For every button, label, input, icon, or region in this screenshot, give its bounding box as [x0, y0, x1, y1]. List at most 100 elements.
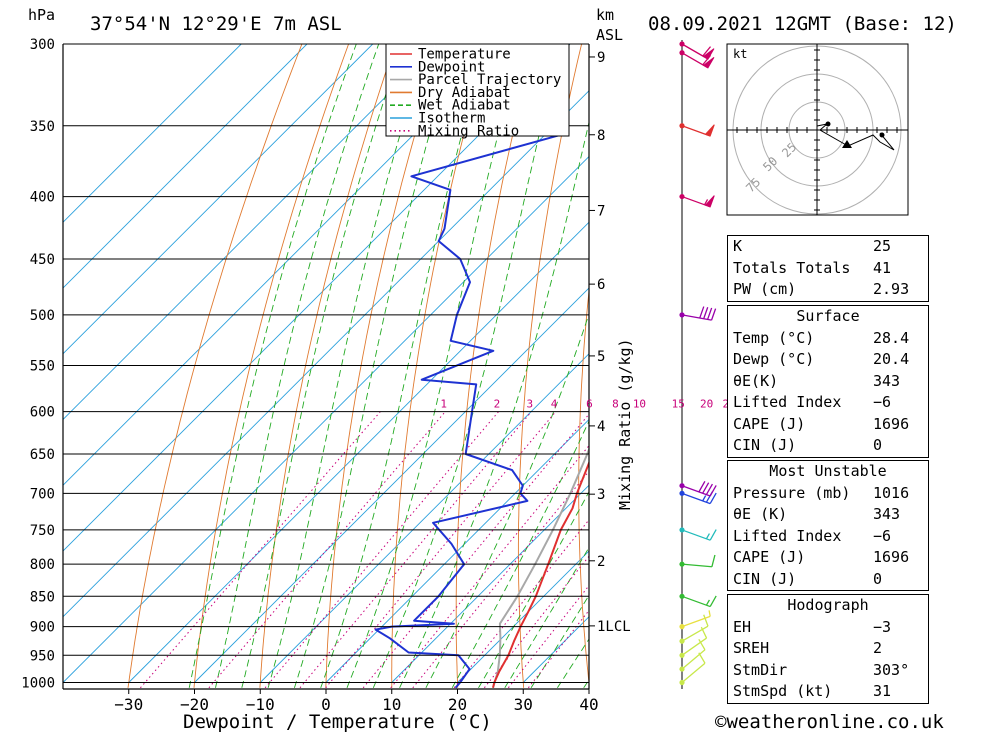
isotherm-line: [0, 44, 439, 683]
pressure-tick-label: 900: [30, 620, 55, 636]
most-unstable-title: Most Unstable: [728, 461, 928, 483]
index-row: PW (cm)2.93: [728, 279, 928, 301]
height-tick-label: 6: [597, 277, 605, 293]
pressure-tick-label: 800: [30, 557, 55, 573]
barb-flag: [700, 307, 704, 318]
height-unit-km: km: [596, 6, 614, 24]
wind-barb: [679, 41, 714, 59]
barb-flag: [710, 530, 716, 541]
mixing-ratio-line: [528, 412, 746, 688]
x-axis-label: Dewpoint / Temperature (°C): [183, 711, 492, 733]
barb-shaft: [682, 564, 712, 567]
x-tick-label: 40: [579, 695, 598, 714]
barb-dot: [679, 666, 684, 671]
location-title: 37°54'N 12°29'E 7m ASL: [90, 13, 342, 35]
mixing-ratio-label: 15: [672, 398, 685, 411]
surface-title: Surface: [728, 306, 928, 328]
index-row: CIN (J)0: [728, 569, 928, 591]
barb-shaft: [682, 315, 712, 320]
index-row: Dewp (°C)20.4: [728, 349, 928, 371]
index-row: θE(K)343: [728, 371, 928, 393]
height-tick-label: 2: [597, 554, 605, 570]
wind-barb: [679, 527, 716, 540]
pressure-tick-label: 950: [30, 648, 55, 664]
index-row: CIN (J)0: [728, 435, 928, 457]
barb-dot: [679, 680, 684, 685]
x-tick-label: −30: [114, 695, 143, 714]
barb-flag: [704, 615, 708, 626]
barb-dot: [679, 483, 684, 488]
wind-barb: [679, 307, 715, 321]
dry-adiabat-line: [694, 44, 722, 688]
legend-label: Mixing Ratio: [418, 123, 519, 139]
index-row: CAPE (J)1696: [728, 547, 928, 569]
hodograph-end-dot: [880, 133, 885, 138]
index-row: Lifted Index−6: [728, 526, 928, 548]
barb-half-flag: [706, 534, 709, 539]
barb-flag: [710, 596, 716, 607]
indices-most-unstable: Most Unstable Pressure (mb)1016 θE (K)34…: [727, 460, 929, 591]
barb-dot: [679, 50, 684, 55]
barb-half-flag: [709, 610, 710, 616]
barb-dot: [679, 491, 684, 496]
barb-dot: [679, 639, 684, 644]
height-tick-label: 5: [597, 349, 605, 365]
mixing-ratio-label: 3: [527, 398, 534, 411]
isotherm-line: [0, 44, 504, 683]
height-tick-label: 3: [597, 487, 605, 503]
barb-dot: [679, 123, 684, 128]
isotherm-line: [63, 44, 702, 683]
pressure-tick-label: 700: [30, 486, 55, 502]
pressure-tick-label: 650: [30, 447, 55, 463]
pressure-tick-label: 600: [30, 405, 55, 421]
height-tick-label: 4: [597, 419, 605, 435]
pressure-tick-label: 550: [30, 358, 55, 374]
wind-barb: [679, 491, 716, 504]
wind-barb: [679, 594, 716, 607]
pressure-unit: hPa: [28, 6, 55, 24]
index-row: Lifted Index−6: [728, 392, 928, 414]
pressure-tick-label: 400: [30, 190, 55, 206]
barb-dot: [679, 562, 684, 567]
barb-dot: [679, 527, 684, 532]
barb-pennant: [705, 125, 714, 136]
mixing-ratio-label: 2: [494, 398, 501, 411]
indices-surface: Surface Temp (°C)28.4 Dewp (°C)20.4 θE(K…: [727, 305, 929, 458]
barb-dot: [679, 312, 684, 317]
pressure-tick-label: 500: [30, 308, 55, 324]
mixing-ratio-line: [265, 412, 499, 688]
mixing-ratio-line: [391, 412, 617, 688]
wind-barb: [679, 123, 714, 136]
pressure-tick-label: 350: [30, 119, 55, 135]
barb-flag: [712, 555, 715, 567]
mixing-ratio-label: 1: [440, 398, 447, 411]
isotherm-line: [129, 44, 768, 683]
height-tick-label: 8: [597, 128, 605, 144]
pressure-tick-label: 1000: [21, 676, 55, 692]
index-row: Pressure (mb)1016: [728, 483, 928, 505]
wind-barb: [679, 555, 715, 567]
barb-flag: [712, 309, 716, 320]
credit-text: ©weatheronline.co.uk: [715, 711, 944, 733]
barb-dot: [679, 194, 684, 199]
dry-adiabat-line: [953, 44, 1000, 688]
index-row: θE (K)343: [728, 504, 928, 526]
mixing-ratio-label: 6: [586, 398, 593, 411]
hodograph-unit: kt: [733, 47, 747, 61]
barb-shaft: [682, 530, 710, 540]
x-tick-label: 30: [514, 695, 533, 714]
index-row: CAPE (J)1696: [728, 414, 928, 436]
mixing-ratio-label: 20: [700, 398, 713, 411]
index-row: StmSpd (kt)31: [728, 681, 928, 703]
hodograph-start-dot: [826, 122, 831, 127]
pressure-tick-label: 300: [30, 37, 55, 53]
mixing-ratio-line: [454, 412, 676, 688]
dry-adiabat-line: [637, 44, 675, 688]
pressure-tick-label: 750: [30, 523, 55, 539]
